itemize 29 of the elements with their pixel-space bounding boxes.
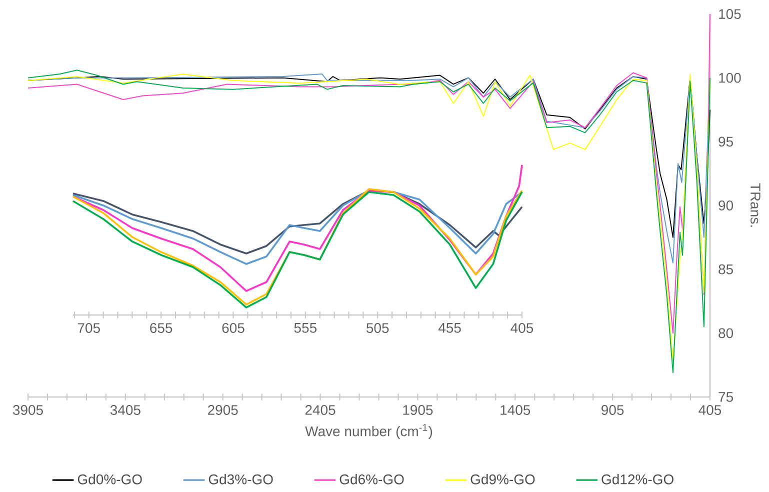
legend-label: Gd0%-GO: [78, 474, 142, 485]
x-tick-label: 505: [366, 323, 389, 334]
y-tick-label: 75: [718, 392, 734, 402]
x-tick-label: 655: [150, 323, 172, 334]
x-tick-label: 405: [698, 405, 722, 416]
x-tick-label: 555: [294, 323, 317, 334]
legend-label: Gd6%-GO: [340, 474, 404, 485]
x-tick-label: 455: [438, 323, 461, 334]
y-tick-label: 100: [719, 73, 741, 84]
x-tick-label: 3405: [110, 405, 140, 416]
legend-label: Gd9%-GO: [470, 474, 535, 485]
x-tick-label: 1905: [403, 405, 433, 416]
x-axis-title: Wave number (cm$^{-1}$): [305, 424, 432, 440]
y-tick-label: 95: [718, 136, 734, 147]
x-tick-label: 1405: [500, 405, 530, 416]
legend-label: Gd12%-GO: [602, 474, 674, 485]
x-tick-label: 605: [222, 323, 244, 334]
x-tick-label: 2405: [305, 405, 336, 416]
x-tick-label: 705: [78, 323, 100, 334]
legend-label: Gd3%-GO: [208, 474, 273, 485]
y-tick-label: 85: [718, 264, 734, 275]
x-tick-label: 905: [602, 405, 624, 416]
y-tick-label: 105: [719, 9, 741, 20]
x-tick-label: 405: [510, 323, 534, 334]
x-tick-label: 3905: [12, 405, 43, 416]
y-axis-title: TRans.: [750, 183, 760, 228]
y-tick-label: 90: [718, 200, 734, 211]
y-tick-label: 80: [718, 328, 734, 338]
x-tick-label: 2905: [208, 405, 238, 416]
